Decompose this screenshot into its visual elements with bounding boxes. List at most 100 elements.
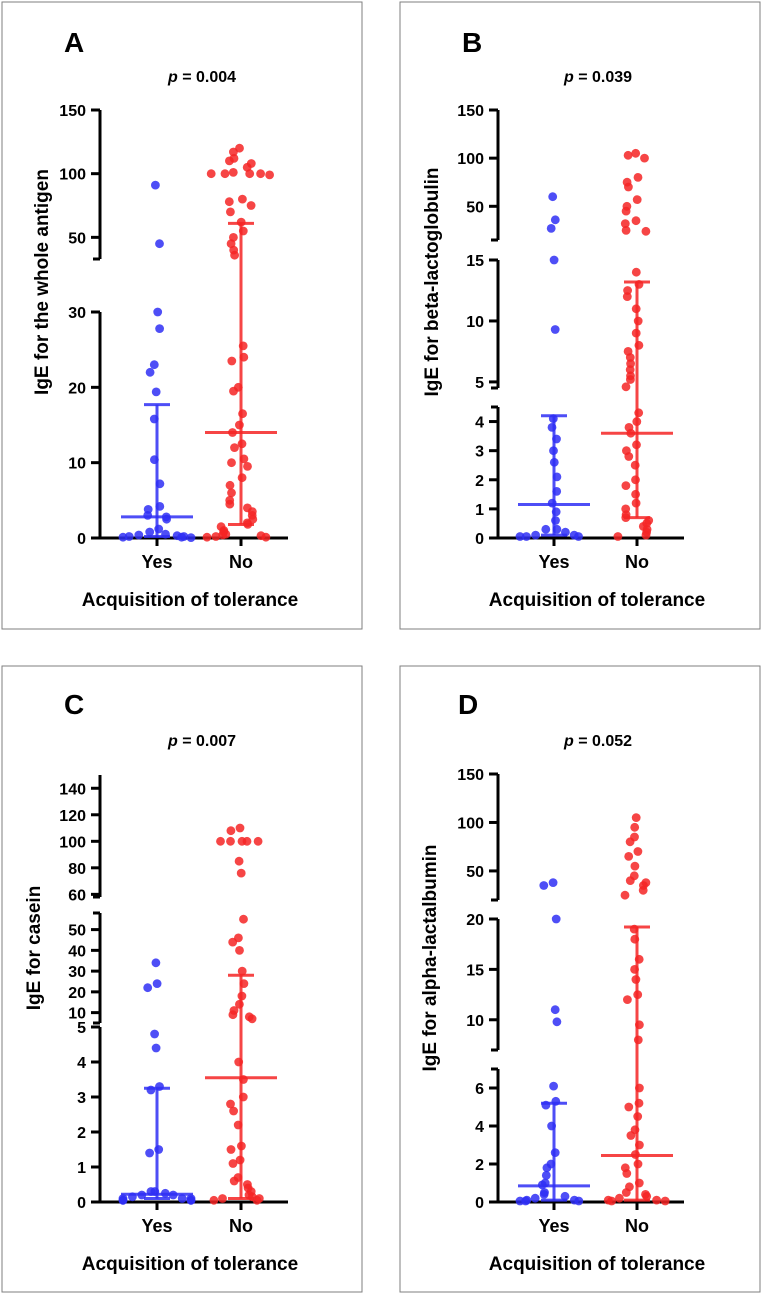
panel-c-y-axis-label: IgE for casein	[24, 886, 45, 1011]
panel-d-y-axis-label: IgE for alpha-lactalbumin	[420, 845, 441, 1072]
panel-a-data-point	[226, 207, 235, 217]
panel-d-data-point	[660, 1196, 670, 1206]
panel-c-y-tick-label: 40	[68, 943, 86, 960]
panel-d-p-number: 0.052	[592, 733, 632, 750]
panel-b-data-point	[621, 382, 631, 392]
panel-b-y-tick-label: 2	[475, 473, 484, 490]
panel-a-data-point	[227, 488, 236, 498]
panel-b-data-point	[626, 375, 635, 384]
panel-b-plot: 0 1 2 3 4 5 10 15 50 100 150 Yes No	[457, 103, 684, 572]
panel-b-x-tick-label-yes: Yes	[538, 552, 569, 572]
panel-b-data-point	[640, 153, 649, 163]
panel-d-y-tick-label: 0	[475, 1195, 484, 1212]
panel-a-data-point	[211, 532, 221, 541]
panel-c-data-point	[229, 1106, 239, 1116]
panel-c-y-tick-label: 100	[59, 834, 86, 851]
panel-b-data-point	[550, 325, 560, 334]
panel-a-letter: A	[64, 27, 84, 58]
panel-d-series-no	[601, 813, 673, 1206]
panel-a-data-point	[153, 307, 163, 317]
panel-d-letter: D	[458, 689, 478, 720]
panel-c-data-point	[209, 1195, 219, 1205]
panel-c-data-point	[235, 823, 245, 833]
panel-d-data-point	[626, 1131, 636, 1140]
panel-b-data-point	[531, 530, 540, 540]
panel-b-data-point	[515, 532, 525, 541]
panel-d-data-point	[621, 1188, 631, 1197]
panel-b-data-point	[622, 292, 632, 301]
panel-a-data-point	[145, 527, 155, 537]
panel-c-data-point	[247, 1014, 257, 1024]
panel-b-data-point	[624, 182, 633, 192]
panel-a-data-point	[229, 147, 238, 157]
panel-a-data-point	[143, 511, 153, 520]
panel-a-data-point	[149, 360, 159, 370]
panel-c-data-point	[150, 1029, 160, 1039]
panel-b-data-point	[620, 219, 630, 229]
panel-c-data-point	[253, 836, 263, 846]
panel-a-data-point	[228, 168, 238, 177]
panel-a-data-point	[261, 532, 271, 542]
panel-a-y-segment-0: 0 10 20 30	[68, 305, 102, 548]
panel-a-data-point	[155, 239, 164, 249]
panel-b-data-point	[631, 148, 641, 158]
panel-d-data-point	[625, 876, 635, 885]
panel-c-y-tick-label: 80	[68, 861, 86, 878]
panel-d-data-point	[551, 914, 561, 924]
panel-b-data-point	[641, 530, 651, 540]
panel-a-p-number: 0.004	[196, 69, 236, 86]
panel-c-series-no	[205, 823, 277, 1205]
panel-a: A p = 0.004 IgE for the whole antigen Ac…	[1, 1, 363, 630]
panel-d-data-point	[624, 1102, 634, 1112]
panel-d-data-point	[607, 1196, 616, 1206]
panel-b-data-point	[621, 481, 631, 490]
panel-d-data-point	[652, 1195, 661, 1205]
panel-d-data-point	[550, 1005, 560, 1015]
panel-c-p-value: p = 0.007	[167, 733, 236, 750]
panel-d: D p = 0.052 IgE for alpha-lactalbumin Ac…	[399, 665, 761, 1293]
panel-a-x-axis-label: Acquisition of tolerance	[82, 590, 298, 611]
panel-d-data-point	[539, 881, 549, 890]
panel-d-data-point	[515, 1196, 525, 1206]
panel-a-series-yes	[118, 180, 196, 542]
panel-a-data-point	[218, 530, 228, 540]
panel-d-frame	[399, 665, 761, 1293]
panel-c-y-tick-label: 1	[77, 1160, 86, 1177]
panel-a-data-point	[206, 169, 216, 179]
panel-c-data-point	[252, 1195, 262, 1205]
panel-b-letter: B	[462, 27, 482, 58]
panel-d-y-tick-label: 20	[466, 912, 484, 929]
panel-b-y-segment-2: 50 100 150	[457, 103, 500, 242]
panel-b-series-yes	[515, 192, 590, 541]
panel-c-y-segment-1: 10 20 30 40 50	[68, 911, 102, 1025]
panel-d-data-point	[630, 822, 640, 832]
panel-b-y-segment-0: 0 1 2 3 4	[475, 405, 500, 548]
panel-d-data-point	[620, 890, 630, 900]
panel-d-data-point	[622, 1169, 632, 1178]
panel-a-data-point	[230, 250, 240, 260]
panel-d-data-point	[642, 1191, 652, 1201]
panel-a-y-tick-label: 0	[77, 531, 86, 548]
panel-d-data-point	[631, 813, 641, 822]
panel-c-data-point	[236, 868, 246, 878]
panel-a-data-point	[202, 532, 212, 542]
panel-d-y-tick-label: 4	[475, 1119, 484, 1136]
panel-b-data-point	[641, 226, 651, 236]
panel-b-y-tick-label: 3	[475, 444, 484, 461]
panel-c-data-point	[239, 914, 248, 924]
panel-b-data-point	[546, 224, 556, 233]
panel-c-frame	[1, 665, 363, 1293]
panel-a-data-point	[245, 169, 255, 179]
panel-c-data-point	[118, 1195, 128, 1205]
panel-a-x-tick-label-yes: Yes	[141, 552, 172, 572]
panel-c-x-axis-label: Acquisition of tolerance	[82, 1254, 298, 1275]
panel-d-x-tick-label-yes: Yes	[538, 1216, 569, 1236]
panel-a-data-point	[243, 462, 252, 471]
panel-b-y-tick-label: 4	[475, 415, 484, 432]
panel-d-y-segment-2: 50 100 150	[457, 767, 500, 902]
panel-b-data-point	[541, 524, 551, 534]
panel-c-data-point	[237, 966, 247, 976]
panel-d-plot: 0 2 4 6 10 15 20 50 100 150 Yes No	[457, 767, 684, 1236]
panel-b-y-segment-1: 5 10 15	[466, 253, 500, 392]
